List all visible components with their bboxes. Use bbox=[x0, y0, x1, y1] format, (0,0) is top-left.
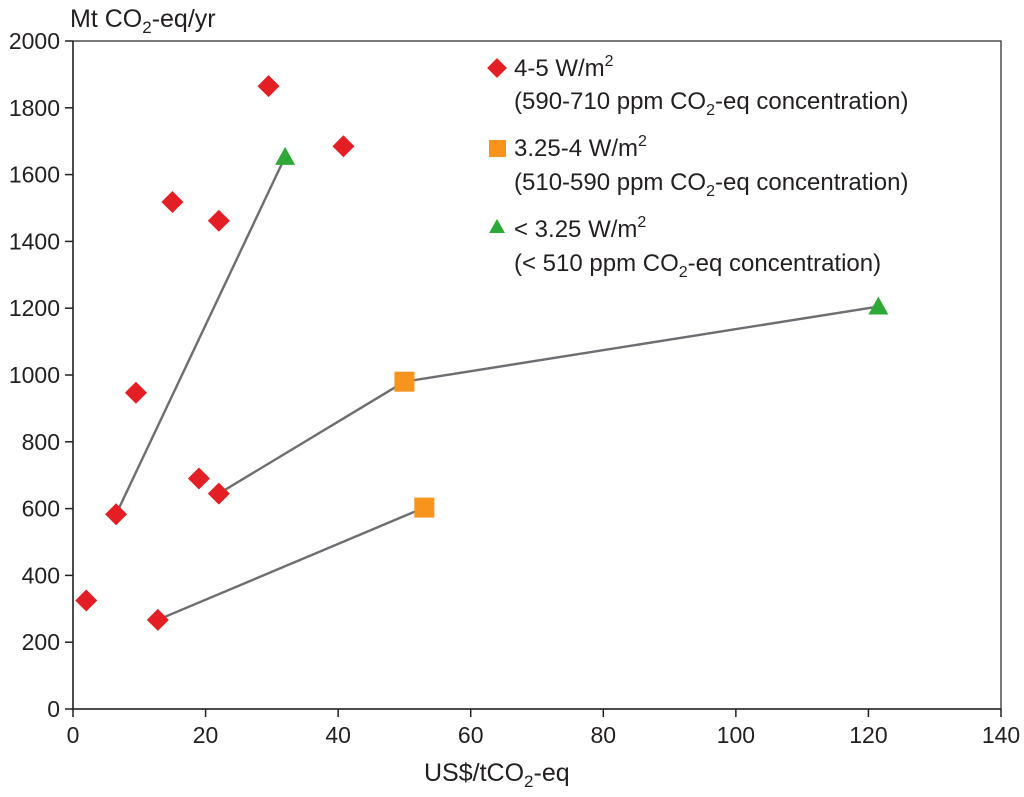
y-tick-label: 1600 bbox=[9, 162, 60, 188]
data-markers bbox=[75, 75, 889, 631]
x-axis-label: US$/tCO2-eq bbox=[424, 759, 570, 791]
legend-desc-3-25-4: (510-590 ppm CO2-eq concentration) bbox=[514, 169, 908, 200]
x-axis-ticks: 0 20 40 60 80 100 120 140 bbox=[67, 709, 1020, 748]
legend-desc-below-3-25: (< 510 ppm CO2-eq concentration) bbox=[514, 250, 881, 281]
y-axis-ticks: 0 200 400 600 800 1000 1200 1400 1600 1800 2000 bbox=[9, 28, 73, 722]
legend-item-4-5: 4-5 W/m2 (590-710 ppm CO2-eq concentrati… bbox=[487, 53, 908, 119]
legend-marker-triangle bbox=[489, 219, 505, 233]
y-tick-label: 400 bbox=[22, 562, 60, 588]
x-tick-label: 80 bbox=[590, 722, 616, 748]
y-tick-label: 1200 bbox=[9, 295, 60, 321]
connector-line bbox=[115, 156, 287, 515]
legend-label-4-5: 4-5 W/m2 bbox=[514, 53, 614, 82]
y-tick-label: 2000 bbox=[9, 28, 60, 54]
x-tick-label: 120 bbox=[849, 722, 887, 748]
legend-marker-diamond bbox=[487, 58, 507, 78]
x-tick-label: 20 bbox=[193, 722, 219, 748]
data-point-diamond bbox=[187, 467, 210, 490]
data-point-triangle bbox=[275, 146, 296, 165]
legend: 4-5 W/m2 (590-710 ppm CO2-eq concentrati… bbox=[487, 53, 908, 281]
y-tick-label: 600 bbox=[22, 496, 60, 522]
data-point-triangle bbox=[868, 296, 889, 315]
x-tick-label: 100 bbox=[717, 722, 755, 748]
x-tick-label: 40 bbox=[325, 722, 351, 748]
y-tick-label: 200 bbox=[22, 629, 60, 655]
y-tick-label: 1000 bbox=[9, 362, 60, 388]
y-axis-label: Mt CO2-eq/yr bbox=[70, 5, 216, 37]
data-point-diamond bbox=[161, 190, 184, 213]
data-point-diamond bbox=[124, 381, 147, 404]
connector-line bbox=[404, 305, 879, 383]
legend-marker-square bbox=[489, 140, 506, 157]
data-point-diamond bbox=[146, 608, 169, 631]
x-tick-label: 0 bbox=[67, 722, 80, 748]
legend-label-below-3-25: < 3.25 W/m2 bbox=[514, 214, 646, 243]
data-point-diamond bbox=[207, 482, 230, 505]
y-tick-label: 0 bbox=[47, 696, 60, 722]
data-point-diamond bbox=[332, 135, 355, 158]
data-point-diamond bbox=[75, 589, 98, 612]
y-tick-label: 800 bbox=[22, 429, 60, 455]
data-point-diamond bbox=[207, 209, 230, 232]
data-point-square bbox=[414, 497, 435, 518]
y-tick-label: 1800 bbox=[9, 95, 60, 121]
connector-line bbox=[157, 506, 425, 621]
x-tick-label: 140 bbox=[982, 722, 1020, 748]
connector-lines bbox=[115, 156, 879, 621]
data-point-diamond bbox=[257, 75, 280, 98]
legend-label-3-25-4: 3.25-4 W/m2 bbox=[514, 133, 647, 162]
legend-desc-4-5: (590-710 ppm CO2-eq concentration) bbox=[514, 88, 908, 119]
legend-item-below-3-25: < 3.25 W/m2 (< 510 ppm CO2-eq concentrat… bbox=[489, 214, 881, 281]
data-point-square bbox=[394, 371, 415, 392]
data-point-diamond bbox=[105, 503, 128, 526]
connector-line bbox=[218, 380, 406, 495]
x-tick-label: 60 bbox=[458, 722, 484, 748]
legend-item-3-25-4: 3.25-4 W/m2 (510-590 ppm CO2-eq concentr… bbox=[489, 133, 908, 200]
y-tick-label: 1400 bbox=[9, 228, 60, 254]
